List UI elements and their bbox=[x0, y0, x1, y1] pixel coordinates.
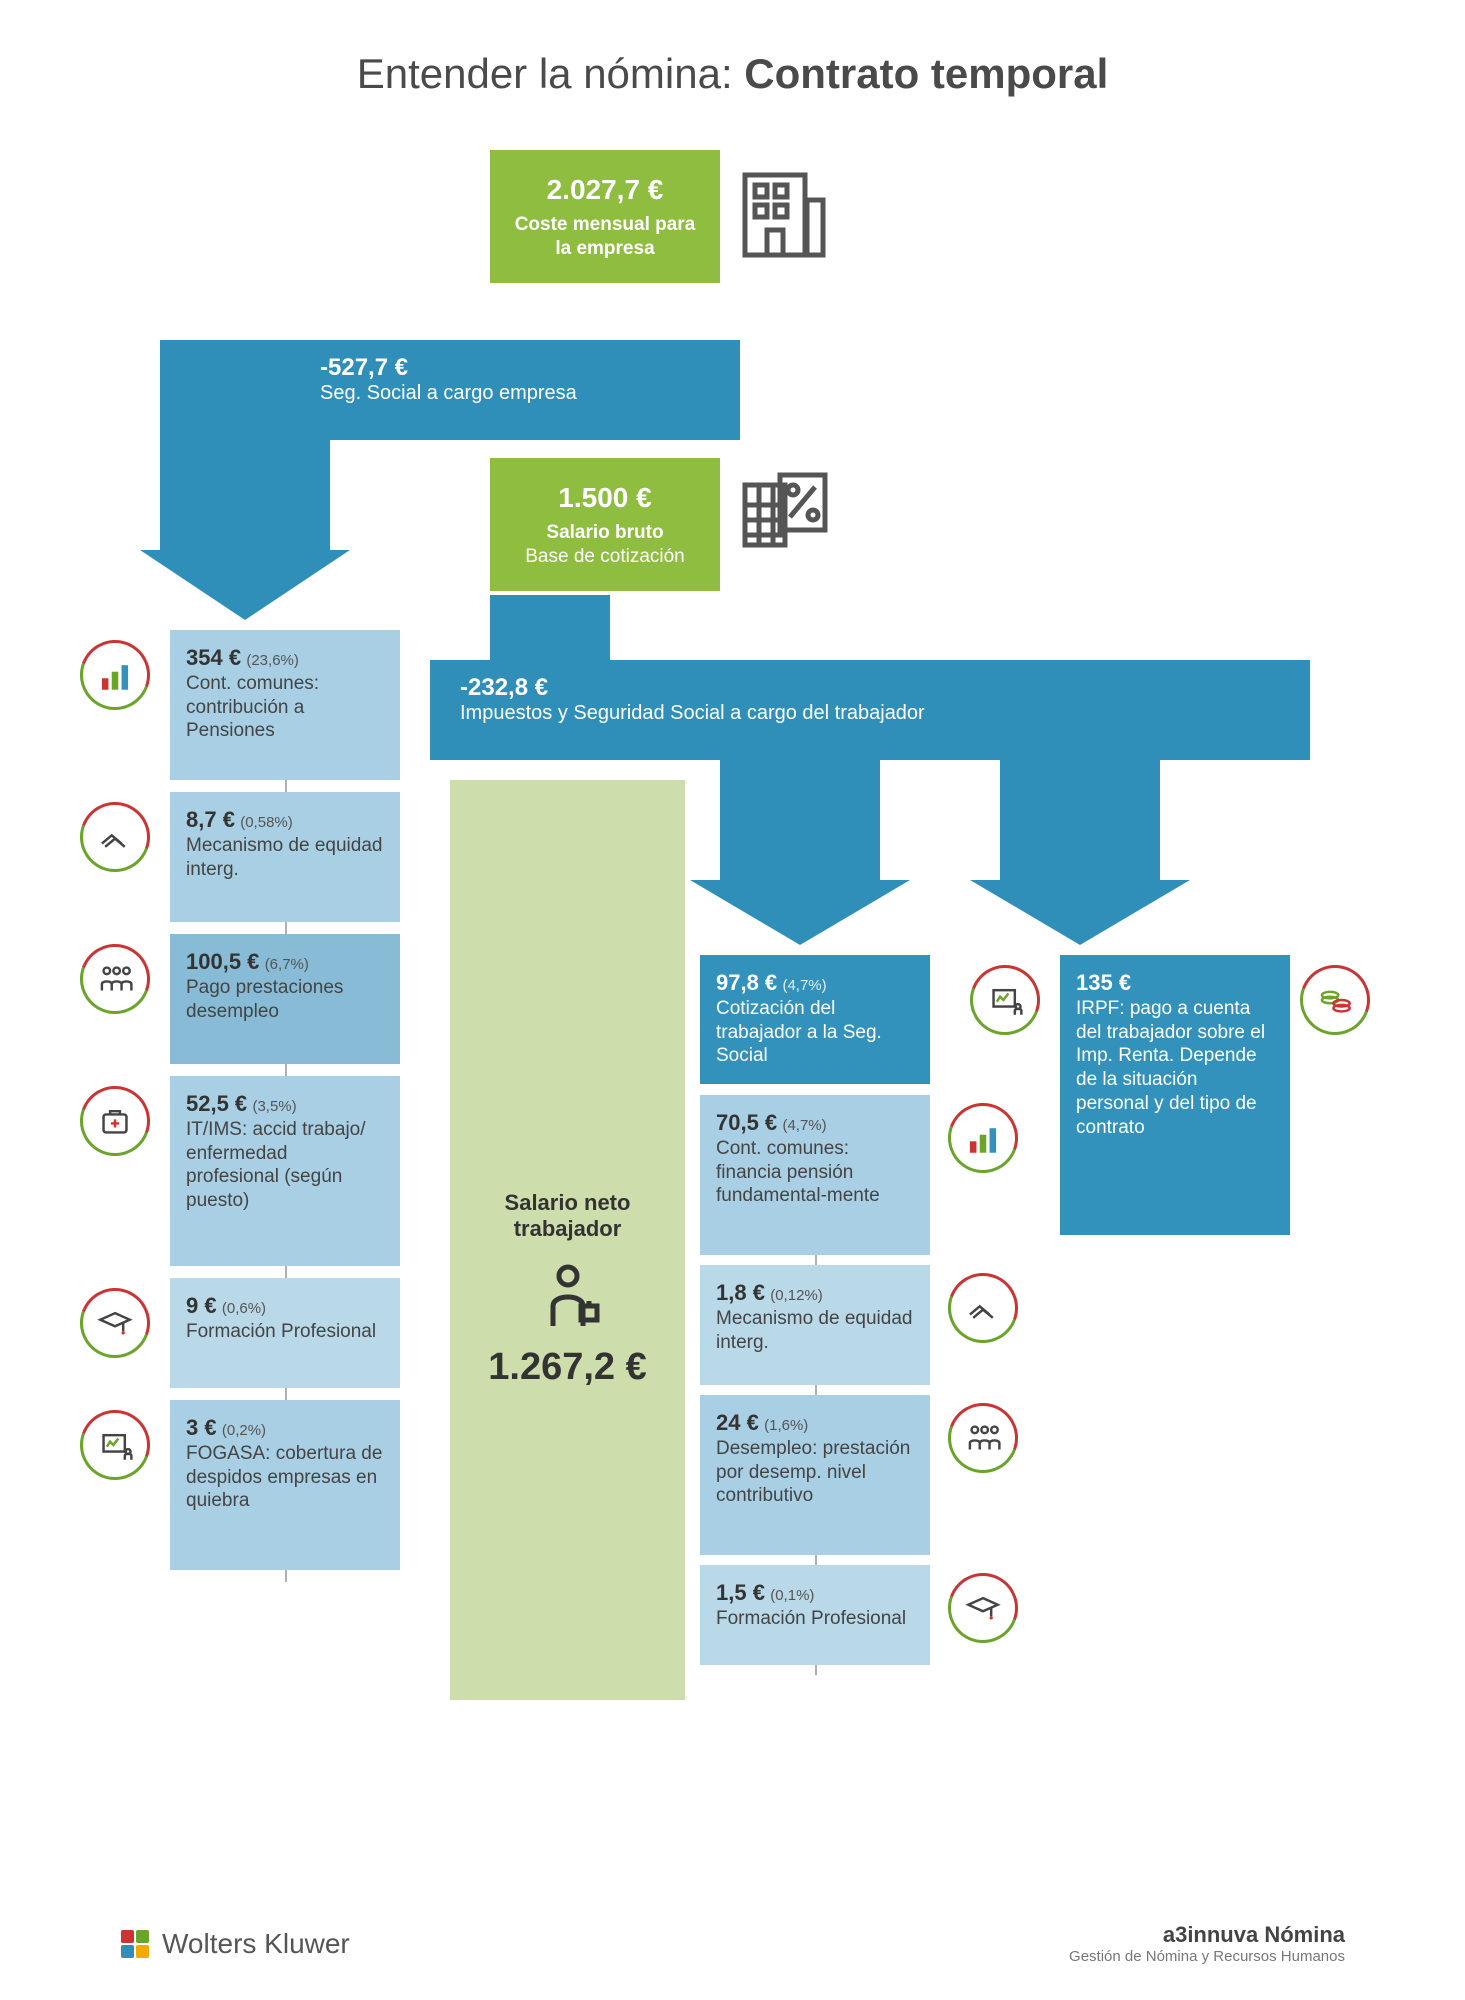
building-icon bbox=[735, 165, 835, 270]
left-item-2: 100,5 € (6,7%) Pago prestaciones desemple… bbox=[170, 934, 400, 1064]
mid-item-txt: Mecanismo de equidad interg. bbox=[716, 1308, 912, 1353]
ss-company-label: Seg. Social a cargo empresa bbox=[320, 382, 720, 405]
worker-down2-shaft bbox=[1000, 760, 1160, 880]
left-item-4: 9 € (0,6%) Formación Profesional bbox=[170, 1278, 400, 1388]
irpf-txt: IRPF: pago a cuenta del trabajador sobre… bbox=[1076, 998, 1265, 1138]
coins-icon bbox=[1300, 965, 1370, 1035]
left-item-5: 3 € (0,2%) FOGASA: cobertura de despidos … bbox=[170, 1400, 400, 1570]
people-icon bbox=[948, 1403, 1018, 1473]
bars-icon bbox=[80, 640, 150, 710]
mid-item-3: 1,5 € (0,1%) Formación Profesional bbox=[700, 1565, 930, 1665]
title-prefix: Entender la nómina: bbox=[357, 50, 745, 97]
infographic-root: Entender la nómina: Contrato temporal 2.… bbox=[0, 0, 1465, 2000]
board-icon bbox=[80, 1410, 150, 1480]
mid-header: 97,8 € (4,7%) Cotización del trabajador … bbox=[700, 955, 930, 1084]
mid-item-txt: Cont. comunes: financia pensión fundamen… bbox=[716, 1138, 880, 1207]
worker-deduction-text: -232,8 € Impuestos y Seguridad Social a … bbox=[440, 660, 1220, 760]
left-item-pct: (6,7%) bbox=[265, 956, 309, 973]
left-item-val: 52,5 € bbox=[186, 1091, 247, 1116]
worker-down1-shaft bbox=[720, 760, 880, 880]
left-item-txt: FOGASA: cobertura de despidos empresas e… bbox=[186, 1443, 382, 1512]
mid-item-val: 1,8 € bbox=[716, 1280, 765, 1305]
grad-icon bbox=[80, 1288, 150, 1358]
footer: Wolters Kluwer a3innuva Nómina Gestión d… bbox=[120, 1922, 1345, 1965]
irpf-box: 135 € IRPF: pago a cuenta del trabajador… bbox=[1060, 955, 1290, 1235]
mid-item-2: 24 € (1,6%) Desempleo: prestación por des… bbox=[700, 1395, 930, 1555]
gross-salary-box: 1.500 € Salario bruto Base de cotización bbox=[490, 458, 720, 591]
medkit-icon bbox=[80, 1086, 150, 1156]
mid-item-txt: Formación Profesional bbox=[716, 1608, 906, 1629]
left-item-pct: (3,5%) bbox=[252, 1098, 296, 1115]
left-item-pct: (0,2%) bbox=[222, 1422, 266, 1439]
left-item-0: 354 € (23,6%) Cont. comunes: contribución… bbox=[170, 630, 400, 780]
gross-amount: 1.500 € bbox=[514, 480, 696, 515]
left-item-val: 100,5 € bbox=[186, 949, 259, 974]
product-name: a3innuva Nómina bbox=[1069, 1922, 1345, 1948]
left-item-txt: Formación Profesional bbox=[186, 1321, 376, 1342]
worker-deduction-label: Impuestos y Seguridad Social a cargo del… bbox=[460, 702, 1200, 725]
mid-header-txt: Cotización del trabajador a la Seg. Soci… bbox=[716, 998, 882, 1067]
left-item-3: 52,5 € (3,5%) IT/IMS: accid trabajo/ enfe… bbox=[170, 1076, 400, 1266]
net-salary-box: Salario neto trabajador 1.267,2 € bbox=[450, 780, 685, 1700]
mid-item-txt: Desempleo: prestación por desemp. nivel … bbox=[716, 1438, 910, 1507]
page-title: Entender la nómina: Contrato temporal bbox=[120, 50, 1345, 98]
company-cost-label: Coste mensual para la empresa bbox=[515, 214, 696, 259]
left-item-txt: Cont. comunes: contribución a Pensiones bbox=[186, 673, 319, 742]
left-item-pct: (23,6%) bbox=[246, 652, 299, 669]
mid-item-pct: (0,1%) bbox=[770, 1587, 814, 1604]
title-bold: Contrato temporal bbox=[744, 50, 1108, 97]
wk-logo-icon bbox=[120, 1929, 150, 1959]
net-amount: 1.267,2 € bbox=[470, 1346, 665, 1389]
people-icon bbox=[80, 944, 150, 1014]
net-label: Salario neto trabajador bbox=[470, 1190, 665, 1243]
ss-company-amount: -527,7 € bbox=[320, 354, 720, 382]
product-block: a3innuva Nómina Gestión de Nómina y Recu… bbox=[1069, 1922, 1345, 1965]
mid-header-pct: (4,7%) bbox=[782, 977, 826, 994]
hands-icon bbox=[80, 802, 150, 872]
left-item-pct: (0,58%) bbox=[240, 814, 293, 831]
left-item-val: 3 € bbox=[186, 1415, 217, 1440]
left-item-pct: (0,6%) bbox=[222, 1300, 266, 1317]
mid-item-1: 1,8 € (0,12%) Mecanismo de equidad interg… bbox=[700, 1265, 930, 1385]
mid-item-val: 24 € bbox=[716, 1410, 759, 1435]
left-item-val: 354 € bbox=[186, 645, 241, 670]
percent-icon bbox=[735, 465, 835, 570]
gross-label2: Base de cotización bbox=[525, 546, 685, 567]
mid-item-0: 70,5 € (4,7%) Cont. comunes: financia pen… bbox=[700, 1095, 930, 1255]
worker-deduction-amount: -232,8 € bbox=[460, 674, 1200, 702]
mid-header-val: 97,8 € bbox=[716, 970, 777, 995]
grad-icon bbox=[948, 1573, 1018, 1643]
product-subtitle: Gestión de Nómina y Recursos Humanos bbox=[1069, 1948, 1345, 1965]
ss-down-arrowhead bbox=[140, 550, 350, 620]
mid-item-val: 70,5 € bbox=[716, 1110, 777, 1135]
brand-block: Wolters Kluwer bbox=[120, 1928, 350, 1960]
left-item-txt: Mecanismo de equidad interg. bbox=[186, 835, 382, 880]
mid-item-val: 1,5 € bbox=[716, 1580, 765, 1605]
left-item-txt: Pago prestaciones desempleo bbox=[186, 977, 343, 1022]
left-item-1: 8,7 € (0,58%) Mecanismo de equidad interg… bbox=[170, 792, 400, 922]
worker-down2-head bbox=[970, 880, 1190, 945]
brand-text: Wolters Kluwer bbox=[162, 1928, 350, 1960]
left-item-val: 8,7 € bbox=[186, 807, 235, 832]
bars-icon bbox=[948, 1103, 1018, 1173]
mid-item-pct: (1,6%) bbox=[764, 1417, 808, 1434]
ss-down-shaft bbox=[160, 440, 330, 550]
person-icon bbox=[470, 1261, 665, 1336]
company-cost-box: 2.027,7 € Coste mensual para la empresa bbox=[490, 150, 720, 283]
irpf-val: 135 € bbox=[1076, 970, 1131, 995]
mid-item-pct: (0,12%) bbox=[770, 1287, 823, 1304]
left-item-txt: IT/IMS: accid trabajo/ enfermedad profes… bbox=[186, 1119, 366, 1211]
left-item-val: 9 € bbox=[186, 1293, 217, 1318]
mid-item-pct: (4,7%) bbox=[782, 1117, 826, 1134]
company-cost-amount: 2.027,7 € bbox=[514, 172, 696, 207]
ss-company-text: -527,7 € Seg. Social a cargo empresa bbox=[300, 340, 740, 440]
worker-down1-head bbox=[690, 880, 910, 945]
hands-icon bbox=[948, 1273, 1018, 1343]
gross-label1: Salario bruto bbox=[546, 522, 663, 543]
irpf-left-icon bbox=[970, 965, 1040, 1035]
